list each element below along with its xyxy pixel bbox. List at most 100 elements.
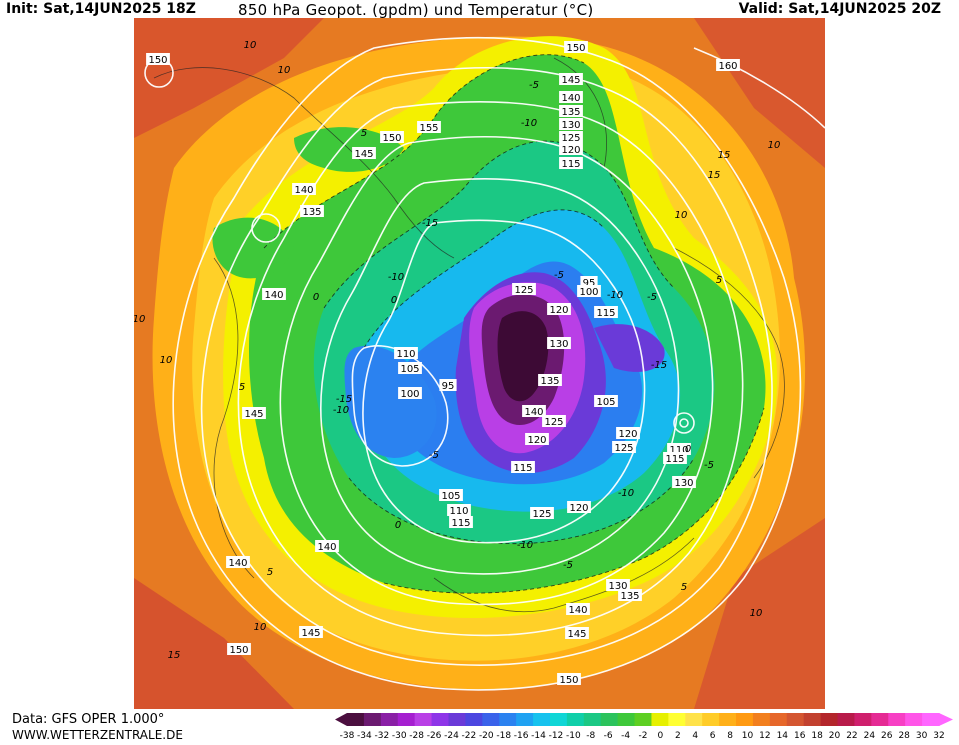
temperature-label: 15 (708, 170, 721, 181)
geopotential-label-box (559, 131, 583, 143)
geopotential-label-box (525, 433, 549, 445)
temperature-isolines (263, 54, 765, 594)
legend-swatch (702, 713, 720, 726)
isotherm-5 (383, 407, 765, 594)
geopotential-label: 145 (561, 75, 580, 86)
legend-tick-label: 20 (829, 731, 841, 741)
contour-110 (362, 219, 646, 544)
legend-tick-label: -24 (444, 731, 459, 741)
coastline-3 (433, 537, 695, 613)
geopotential-label: 130 (561, 120, 580, 131)
geopotential-label-box (447, 504, 471, 516)
legend-tick-label: 18 (811, 731, 823, 741)
geopotential-label: 140 (317, 542, 336, 553)
temp-band-hot-se (694, 518, 825, 709)
temperature-label: -10 (517, 540, 533, 551)
legend-tick-label: -2 (639, 731, 648, 741)
geopotential-label: 115 (451, 518, 470, 529)
geopotential-label-box (242, 407, 266, 419)
website-link[interactable]: WWW.WETTERZENTRALE.DE (12, 728, 183, 742)
temperature-label: 5 (267, 567, 273, 578)
geopotential-label: 160 (718, 61, 737, 72)
contour-120 (320, 178, 680, 575)
legend-tick-label: -10 (566, 731, 581, 741)
legend-tick-label: -4 (621, 731, 630, 741)
temperature-label: 0 (685, 444, 691, 455)
legend-swatch (685, 713, 703, 726)
geopotential-label-box (394, 347, 418, 359)
geopotential-label: 115 (665, 454, 684, 465)
legend-tick-label: -28 (409, 731, 424, 741)
weather-map[interactable]: 150 150 145 140 135 130 125 120 115 160 150 155 145 1… (134, 18, 825, 709)
temperature-label: -5 (647, 292, 657, 303)
geopotential-label-box (530, 507, 554, 519)
temperature-label: 10 (244, 40, 257, 51)
geopotential-label: 130 (674, 478, 693, 489)
geopotential-label-box (557, 673, 581, 685)
legend-swatch (414, 713, 433, 726)
geopotential-label: 155 (419, 123, 438, 134)
contour-160 (693, 47, 825, 129)
temperature-label: 5 (239, 382, 245, 393)
geopotential-label-box (559, 91, 583, 103)
legend-tick-label: -32 (374, 731, 389, 741)
legend-swatch (888, 713, 906, 726)
temperature-label: -15 (422, 218, 438, 229)
legend-swatch (566, 713, 585, 726)
geopotential-label-box (594, 306, 618, 318)
init-time: Init: Sat,14JUN2025 18Z (6, 1, 196, 17)
temperature-label: 10 (278, 65, 291, 76)
legend-tick-label: 14 (777, 731, 789, 741)
geopotential-label: 150 (559, 675, 578, 686)
geopotential-label: 135 (620, 591, 639, 602)
geopotential-label: 145 (354, 149, 373, 160)
geopotential-label-box (612, 441, 636, 453)
temperature-label: -5 (704, 460, 714, 471)
map-canvas: 1501501451401351301251201151601501551451… (134, 18, 825, 709)
legend-swatch (736, 713, 754, 726)
temperature-label: 0 (313, 292, 319, 303)
legend-tick-label: 0 (658, 731, 664, 741)
geopotential-label-box (300, 205, 324, 217)
geopotential-label: 140 (294, 185, 313, 196)
temperature-label: -5 (563, 560, 573, 571)
chart-title: 850 hPa Geopot. (gpdm) und Temperatur (°… (238, 1, 594, 19)
temperature-label: -10 (333, 405, 349, 416)
legend-tick-label: -38 (340, 731, 355, 741)
geopotential-label-box (559, 157, 583, 169)
legend-swatch (549, 713, 568, 726)
geopotential-label-box (449, 516, 473, 528)
geopotential-label-box (227, 643, 251, 655)
legend-tick-label: 24 (864, 731, 876, 741)
geopotential-label-box (547, 337, 571, 349)
legend-arrow-left (335, 713, 347, 726)
legend-tick-label: -14 (531, 731, 546, 741)
contour-150 (172, 36, 802, 691)
legend-tick-label: 16 (794, 731, 806, 741)
temperature-label: -10 (618, 488, 634, 499)
geopotential-label-box (538, 374, 562, 386)
temp-band-cold-lobe-east (594, 324, 665, 372)
contour-145 (200, 66, 773, 666)
geopotential-label-box (616, 427, 640, 439)
legend-swatch (769, 713, 788, 726)
geopotential-label: 95 (583, 278, 596, 289)
geopotential-label-box (542, 415, 566, 427)
isotherm-3 (363, 209, 605, 349)
temperature-label: 15 (168, 650, 181, 661)
legend-tick-label: 2 (675, 731, 681, 741)
geopotential-label: 115 (513, 463, 532, 474)
legend-tick-label: -22 (462, 731, 477, 741)
legend-swatch (803, 713, 822, 726)
coastline-2 (213, 257, 255, 579)
geopotential-label: 105 (441, 491, 460, 502)
legend-swatch (583, 713, 602, 726)
isotherm-4 (348, 457, 695, 545)
geopotential-label-box (380, 131, 404, 143)
geopotential-label: 125 (614, 443, 633, 454)
legend-swatch (448, 713, 466, 726)
geopotential-label-box (566, 603, 590, 615)
geopotential-label-box (226, 556, 250, 568)
legend-swatch (600, 713, 619, 726)
data-source: Data: GFS OPER 1.000° (12, 712, 165, 727)
